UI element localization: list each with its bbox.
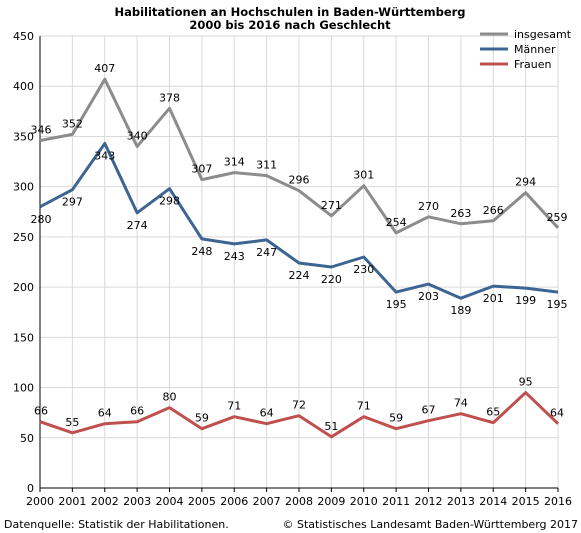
- series-line-0: [39, 77, 560, 235]
- data-label: 195: [386, 298, 407, 311]
- data-label: 64: [550, 407, 564, 420]
- data-label: 254: [386, 216, 407, 229]
- data-label: 64: [260, 407, 274, 420]
- data-label: 271: [321, 199, 342, 212]
- data-label: 195: [547, 298, 568, 311]
- data-label: 297: [62, 196, 83, 209]
- data-label: 343: [94, 149, 115, 162]
- x-tick-label: 2003: [123, 495, 151, 508]
- data-label: 407: [94, 62, 115, 75]
- chart-title: Habilitationen an Hochschulen in Baden-W…: [114, 5, 465, 19]
- data-label: 340: [127, 129, 148, 142]
- data-label: 346: [31, 123, 52, 136]
- y-tick-label: 100: [13, 382, 34, 395]
- data-label: 280: [31, 213, 52, 226]
- data-label: 248: [191, 245, 212, 258]
- y-tick-label: 450: [13, 30, 34, 43]
- x-tick-label: 2011: [382, 495, 410, 508]
- data-label: 301: [353, 169, 374, 182]
- y-tick-label: 0: [27, 482, 34, 495]
- data-label: 311: [256, 159, 277, 172]
- legend-label: insgesamt: [514, 28, 572, 41]
- data-label: 270: [418, 200, 439, 213]
- data-label: 230: [353, 263, 374, 276]
- x-tick-label: 2013: [447, 495, 475, 508]
- x-tick-label: 2006: [220, 495, 248, 508]
- data-label: 71: [227, 400, 241, 413]
- data-label: 224: [289, 269, 310, 282]
- axes: 0 50 100 150 200 250 300 350 400 450 2000 2001 2002 2…: [13, 30, 572, 508]
- data-label: 203: [418, 290, 439, 303]
- data-label: 294: [515, 176, 536, 189]
- data-label: 199: [515, 294, 536, 307]
- data-label: 55: [65, 416, 79, 429]
- data-label: 59: [389, 412, 403, 425]
- x-tick-label: 2001: [58, 495, 86, 508]
- data-label: 80: [163, 391, 177, 404]
- chart-subtitle: 2000 bis 2016 nach Geschlecht: [189, 18, 391, 32]
- data-label: 66: [34, 405, 48, 418]
- data-label: 266: [483, 204, 504, 217]
- x-tick-label: 2012: [415, 495, 443, 508]
- data-label: 263: [450, 207, 471, 220]
- copyright-note: © Statistisches Landesamt Baden-Württemb…: [282, 518, 578, 531]
- y-tick-label: 300: [13, 181, 34, 194]
- series-line-2: [39, 391, 560, 439]
- data-label: 67: [422, 404, 436, 417]
- y-tick-label: 350: [13, 130, 34, 143]
- y-tick-label: 200: [13, 281, 34, 294]
- y-tick-label: 150: [13, 331, 34, 344]
- data-label: 220: [321, 273, 342, 286]
- legend-label: Frauen: [514, 58, 552, 71]
- x-tick-label: 2009: [317, 495, 345, 508]
- data-label: 201: [483, 292, 504, 305]
- data-labels: 346 352 407 340 378 307 314 311 296 271 301 254 270 2…: [31, 62, 568, 433]
- data-label: 71: [357, 400, 371, 413]
- x-tick-label: 2005: [188, 495, 216, 508]
- x-tick-label: 2008: [285, 495, 313, 508]
- y-tick-label: 50: [20, 432, 34, 445]
- source-note: Datenquelle: Statistik der Habilitatione…: [4, 518, 229, 531]
- y-tick-label: 400: [13, 80, 34, 93]
- data-label: 296: [289, 174, 310, 187]
- data-label: 66: [130, 405, 144, 418]
- data-label: 95: [519, 376, 533, 389]
- data-label: 74: [454, 397, 468, 410]
- data-label: 64: [98, 407, 112, 420]
- series-line-1: [39, 142, 559, 300]
- data-label: 72: [292, 399, 306, 412]
- x-tick-label: 2002: [91, 495, 119, 508]
- data-label: 314: [224, 156, 245, 169]
- x-tick-label: 2010: [350, 495, 378, 508]
- data-label: 378: [159, 91, 180, 104]
- series-lines: [39, 77, 560, 439]
- x-tick-label: 2000: [26, 495, 54, 508]
- data-label: 247: [256, 246, 277, 259]
- x-tick-label: 2014: [479, 495, 507, 508]
- data-label: 352: [62, 117, 83, 130]
- data-label: 259: [547, 211, 568, 224]
- data-label: 189: [450, 304, 471, 317]
- legend: insgesamt Männer Frauen: [480, 28, 572, 71]
- data-label: 59: [195, 412, 209, 425]
- data-label: 274: [127, 219, 148, 232]
- legend-label: Männer: [514, 43, 556, 56]
- y-tick-label: 250: [13, 231, 34, 244]
- data-label: 307: [191, 163, 212, 176]
- data-label: 65: [486, 406, 500, 419]
- data-label: 243: [224, 250, 245, 263]
- data-label: 298: [159, 195, 180, 208]
- x-tick-label: 2015: [512, 495, 540, 508]
- x-tick-label: 2007: [253, 495, 281, 508]
- x-tick-label: 2004: [156, 495, 184, 508]
- data-label: 51: [324, 420, 338, 433]
- x-tick-label: 2016: [544, 495, 572, 508]
